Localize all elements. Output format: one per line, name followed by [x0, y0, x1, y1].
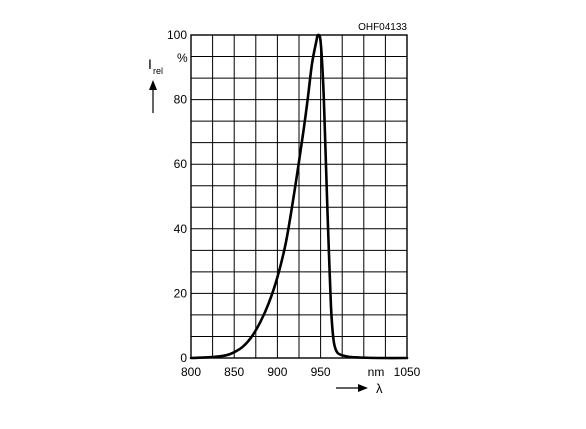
- y-tick-labels: 0 20 40 60 80 100: [167, 28, 187, 365]
- x-tick-label: 850: [224, 365, 244, 379]
- y-axis-label-main: I: [148, 56, 152, 72]
- y-axis-unit: %: [177, 51, 188, 65]
- y-tick-label: 40: [174, 222, 188, 236]
- y-tick-label: 80: [174, 93, 188, 107]
- x-tick-label: 950: [311, 365, 331, 379]
- x-axis-unit: nm: [368, 365, 385, 379]
- y-tick-label: 100: [167, 28, 187, 42]
- y-tick-label: 0: [180, 351, 187, 365]
- x-axis-label: λ: [376, 381, 383, 396]
- figure-id: OHF04133: [358, 22, 407, 33]
- x-tick-label: 900: [267, 365, 287, 379]
- x-tick-label: 800: [181, 365, 201, 379]
- x-tick-label: 1050: [394, 365, 421, 379]
- x-tick-labels: 800 850 900 950 1050: [181, 365, 421, 379]
- y-axis-label-sub: rel: [153, 66, 163, 76]
- y-tick-label: 60: [174, 157, 188, 171]
- plot-frame: [190, 34, 408, 359]
- spectral-curve: [189, 33, 409, 360]
- x-axis-arrow: [336, 384, 368, 392]
- grid: [191, 35, 407, 358]
- y-axis-arrow: [149, 80, 157, 113]
- y-tick-label: 20: [174, 286, 188, 300]
